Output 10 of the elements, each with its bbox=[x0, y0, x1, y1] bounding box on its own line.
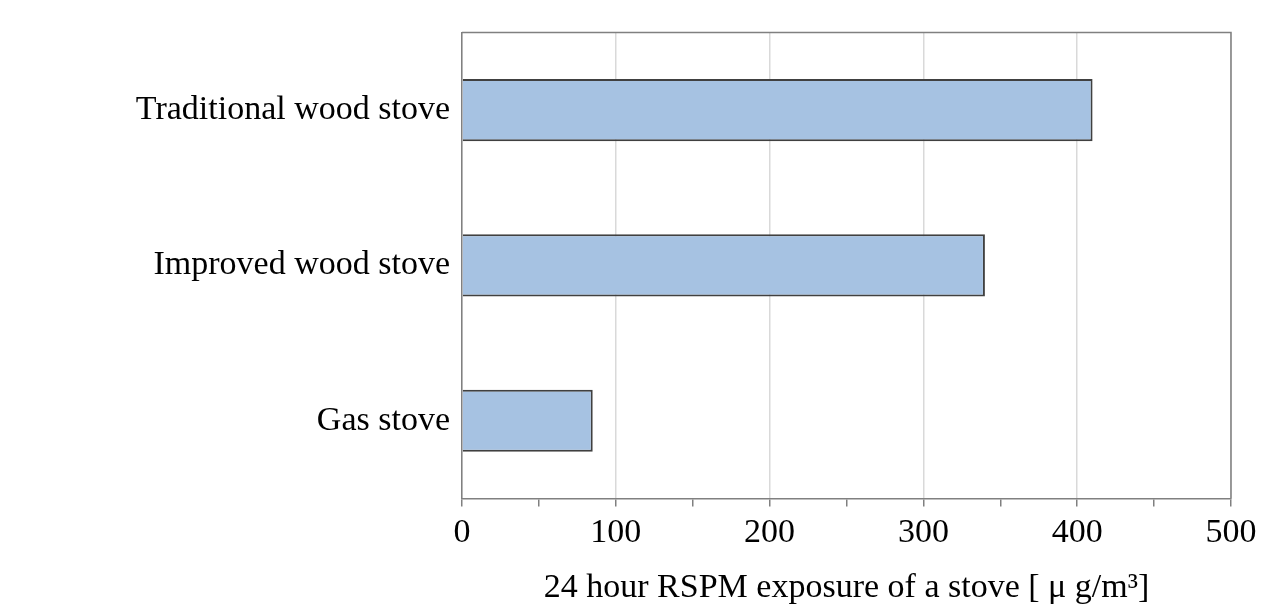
x-tick-label: 200 bbox=[744, 511, 796, 549]
x-tick-label: 0 bbox=[453, 511, 471, 549]
x-tick-label: 400 bbox=[1051, 511, 1103, 549]
y-tick-label: Traditional wood stove bbox=[135, 88, 450, 126]
y-tick-label: Improved wood stove bbox=[153, 244, 450, 282]
x-axis-title: 24 hour RSPM exposure of a stove [ μ g/m³] bbox=[543, 566, 1150, 604]
x-tick-label: 300 bbox=[897, 511, 949, 549]
y-tick-label: Gas stove bbox=[316, 399, 450, 437]
x-tick-label: 500 bbox=[1205, 511, 1257, 549]
x-tick-label: 100 bbox=[590, 511, 642, 549]
